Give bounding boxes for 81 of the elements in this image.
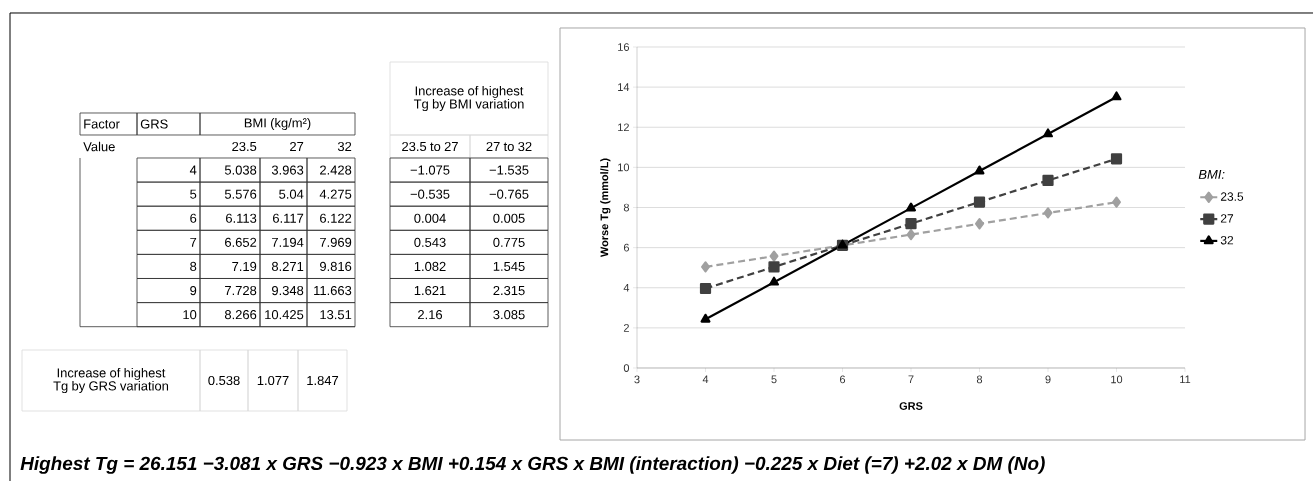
y-tick-label: 8 — [623, 203, 629, 212]
text: −0.765 — [489, 189, 529, 199]
text: 6 — [190, 213, 197, 223]
text: 4.275 — [319, 189, 352, 199]
text: −1.075 — [410, 165, 450, 175]
x-tick-label: 11 — [1180, 375, 1191, 384]
text: 7.969 — [320, 237, 352, 247]
y-tick-label: 16 — [618, 43, 629, 51]
text: 27 — [290, 141, 304, 152]
text: 23.5 to 27 — [402, 141, 458, 152]
text: Factor — [84, 119, 120, 129]
y-tick-label: 2 — [623, 324, 629, 332]
x-tick-label: 5 — [771, 375, 777, 384]
legend-label: 32 — [1220, 236, 1234, 245]
text: 9 — [190, 285, 197, 296]
text: 1.077 — [257, 375, 289, 386]
x-tick-label: 3 — [634, 375, 640, 384]
text: 0.543 — [414, 237, 446, 247]
legend-label: 23.5 — [1220, 192, 1244, 201]
legend-title: BMI: — [1198, 169, 1225, 179]
x-tick-label: 7 — [908, 375, 914, 384]
text: 0.538 — [208, 375, 240, 386]
text: Highest Tg = 26.151 −3.081 x GRS −0.923 x BMI +0.154 x GRS x BMI (interaction) −0.225 x Diet (=7) +2.02 x DM (No) — [20, 456, 1045, 474]
text: 7.19 — [232, 261, 257, 272]
y-tick-label: 6 — [623, 243, 629, 252]
text: 10 — [183, 310, 197, 320]
text: 13.51 — [320, 310, 352, 320]
text: 8.266 — [224, 310, 257, 320]
text: 10.425 — [265, 310, 304, 320]
y-tick-label: 4 — [623, 283, 630, 292]
text: −0.535 — [410, 189, 450, 199]
text: 27 to 32 — [486, 141, 532, 152]
legend-label: 27 — [1220, 214, 1234, 223]
text: 9.348 — [272, 285, 304, 296]
text: −1.535 — [489, 165, 529, 175]
y-tick-label: 10 — [618, 163, 630, 172]
text: Increase of highest Tg by BMI variation — [413, 85, 524, 112]
text: 9.816 — [320, 261, 352, 272]
text: 1.847 — [307, 375, 339, 386]
x-tick-label: 6 — [840, 375, 846, 384]
text: 2.16 — [418, 310, 443, 320]
text: 3.963 — [271, 165, 304, 175]
text: 6.122 — [320, 213, 352, 223]
text: 2.428 — [320, 165, 352, 175]
x-tick-label: 10 — [1111, 375, 1123, 384]
text: 1.082 — [414, 261, 446, 272]
text: 1.621 — [414, 285, 446, 296]
text: 32 — [337, 141, 352, 152]
y-tick-label: 12 — [618, 123, 629, 132]
x-tick-label: 8 — [976, 375, 983, 384]
x-axis-title: GRS — [899, 402, 923, 410]
text: Value — [83, 141, 115, 152]
text: 5 — [190, 189, 197, 199]
text: 7.194 — [272, 237, 304, 247]
text: 6.652 — [225, 237, 257, 247]
text: GRS — [140, 119, 168, 129]
text: 2.315 — [493, 285, 525, 296]
text: 1.545 — [493, 261, 525, 271]
x-tick-label: 9 — [1045, 375, 1051, 384]
text: 3.085 — [493, 310, 525, 320]
text: Increase of highest Tg by GRS variation — [53, 367, 169, 394]
text: 5.04 — [279, 189, 304, 199]
text: 0.004 — [414, 213, 446, 223]
text: 23.5 — [232, 141, 257, 152]
text: 5.576 — [224, 189, 257, 199]
text: 8 — [190, 261, 197, 272]
y-axis-title: Worse Tg (mmol/L) — [600, 158, 611, 257]
text: 7.728 — [225, 285, 257, 296]
text: 0.775 — [493, 237, 525, 247]
text: BMI (kg/m²) — [244, 117, 311, 131]
text: 7 — [190, 237, 197, 247]
text: 5.038 — [224, 165, 257, 175]
text: 8.271 — [271, 261, 304, 272]
text: 4 — [189, 165, 197, 175]
text: 6.117 — [273, 213, 304, 223]
y-tick-label: 14 — [618, 83, 630, 91]
text: 0.005 — [493, 213, 525, 223]
text: 11.663 — [314, 285, 352, 296]
y-tick-label: 0 — [623, 364, 630, 372]
x-tick-label: 4 — [702, 375, 709, 384]
text: 6.113 — [226, 213, 257, 223]
